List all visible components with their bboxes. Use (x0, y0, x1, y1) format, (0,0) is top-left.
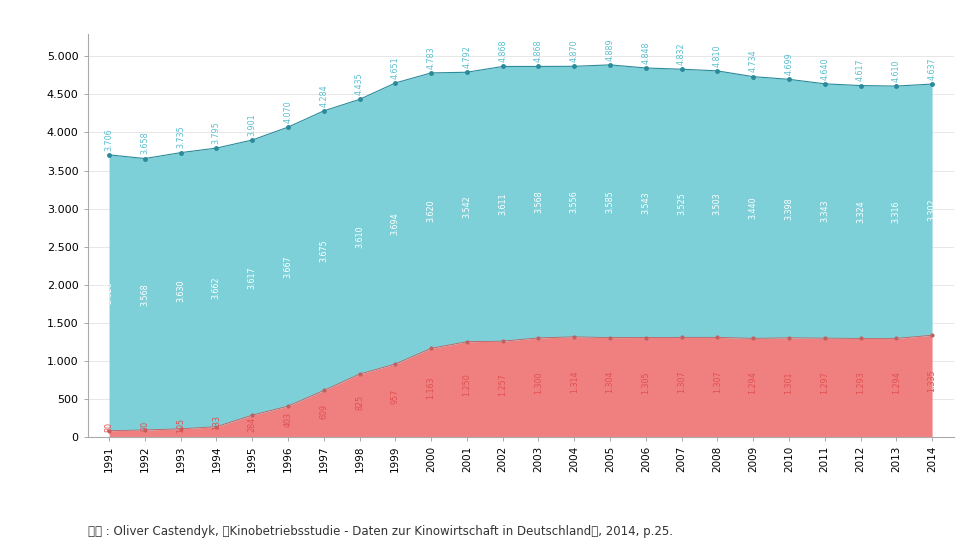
Text: 4.868: 4.868 (498, 40, 507, 62)
Text: 4.699: 4.699 (784, 53, 793, 75)
Text: 3.617: 3.617 (248, 267, 257, 289)
Text: 4.832: 4.832 (677, 43, 686, 65)
Text: 825: 825 (355, 395, 364, 410)
Text: 3.568: 3.568 (140, 283, 149, 306)
Text: 3.620: 3.620 (426, 199, 436, 222)
Text: 1.257: 1.257 (498, 373, 507, 396)
Text: 1.305: 1.305 (641, 371, 650, 394)
Text: 4.637: 4.637 (927, 57, 937, 80)
Text: 3.503: 3.503 (713, 193, 722, 216)
Text: 1.314: 1.314 (570, 371, 579, 393)
Text: 출처 : Oliver Castendyk, 『Kinobetriebsstudie - Daten zur Kinowirtschaft in Deutsch: 출처 : Oliver Castendyk, 『Kinobetriebsstud… (88, 525, 672, 538)
Text: 1.335: 1.335 (927, 370, 937, 392)
Text: 403: 403 (283, 412, 293, 427)
Text: 4.284: 4.284 (319, 84, 328, 107)
Text: 609: 609 (319, 404, 328, 419)
Text: 3.302: 3.302 (927, 198, 937, 221)
Text: 4.810: 4.810 (713, 44, 722, 67)
Text: 4.868: 4.868 (534, 40, 543, 62)
Text: 4.783: 4.783 (426, 46, 436, 69)
Text: 1.294: 1.294 (892, 371, 901, 394)
Text: 1.294: 1.294 (748, 371, 758, 394)
Text: 3.675: 3.675 (319, 239, 328, 262)
Text: 3.525: 3.525 (677, 192, 686, 214)
Text: 3.694: 3.694 (391, 212, 400, 235)
Text: 3.556: 3.556 (570, 190, 579, 213)
Text: 3.324: 3.324 (856, 200, 865, 223)
Text: 3.735: 3.735 (176, 126, 185, 148)
Text: 4.870: 4.870 (570, 40, 579, 62)
Text: 1.293: 1.293 (856, 371, 865, 394)
Text: 4.848: 4.848 (641, 41, 650, 64)
Text: 1.297: 1.297 (820, 371, 829, 394)
Text: 1.163: 1.163 (426, 377, 436, 399)
Text: 1.250: 1.250 (462, 373, 471, 396)
Text: 105: 105 (176, 417, 185, 432)
Text: 3.440: 3.440 (748, 196, 758, 219)
Text: 3.662: 3.662 (212, 276, 221, 298)
Text: 3.630: 3.630 (176, 279, 185, 302)
Text: 4.435: 4.435 (355, 73, 364, 95)
Text: 284: 284 (248, 417, 257, 432)
Text: 1.300: 1.300 (534, 371, 543, 394)
Text: 4.617: 4.617 (856, 59, 865, 81)
Text: 4.070: 4.070 (283, 100, 293, 123)
Text: 4.889: 4.889 (605, 38, 615, 60)
Text: 90: 90 (140, 421, 149, 431)
Text: 3.667: 3.667 (283, 255, 293, 278)
Text: 3.610: 3.610 (355, 226, 364, 248)
Text: 3.542: 3.542 (462, 195, 471, 218)
Text: 4.792: 4.792 (462, 45, 471, 68)
Text: 3.398: 3.398 (784, 197, 793, 220)
Text: 3.543: 3.543 (641, 192, 650, 214)
Text: 133: 133 (212, 416, 221, 431)
Text: 3.585: 3.585 (605, 190, 615, 213)
Text: 4.610: 4.610 (892, 59, 901, 82)
Text: 3.343: 3.343 (820, 200, 829, 222)
Text: 4.651: 4.651 (391, 56, 400, 79)
Text: 1.301: 1.301 (784, 371, 793, 394)
Text: 957: 957 (391, 389, 400, 404)
Text: 3.316: 3.316 (892, 201, 901, 223)
Text: 1.307: 1.307 (677, 371, 686, 394)
Text: 4.734: 4.734 (748, 50, 758, 72)
Text: 4.640: 4.640 (820, 57, 829, 80)
Text: 3.901: 3.901 (248, 113, 257, 136)
Text: 3.658: 3.658 (140, 132, 149, 155)
Text: 1.304: 1.304 (605, 371, 615, 394)
Text: 3.706: 3.706 (104, 128, 114, 151)
Text: 3.626: 3.626 (104, 282, 114, 304)
Text: 3.611: 3.611 (498, 193, 507, 215)
Text: 3.795: 3.795 (212, 121, 221, 144)
Text: 80: 80 (104, 422, 114, 432)
Text: 1.307: 1.307 (713, 371, 722, 394)
Text: 3.568: 3.568 (534, 191, 543, 213)
